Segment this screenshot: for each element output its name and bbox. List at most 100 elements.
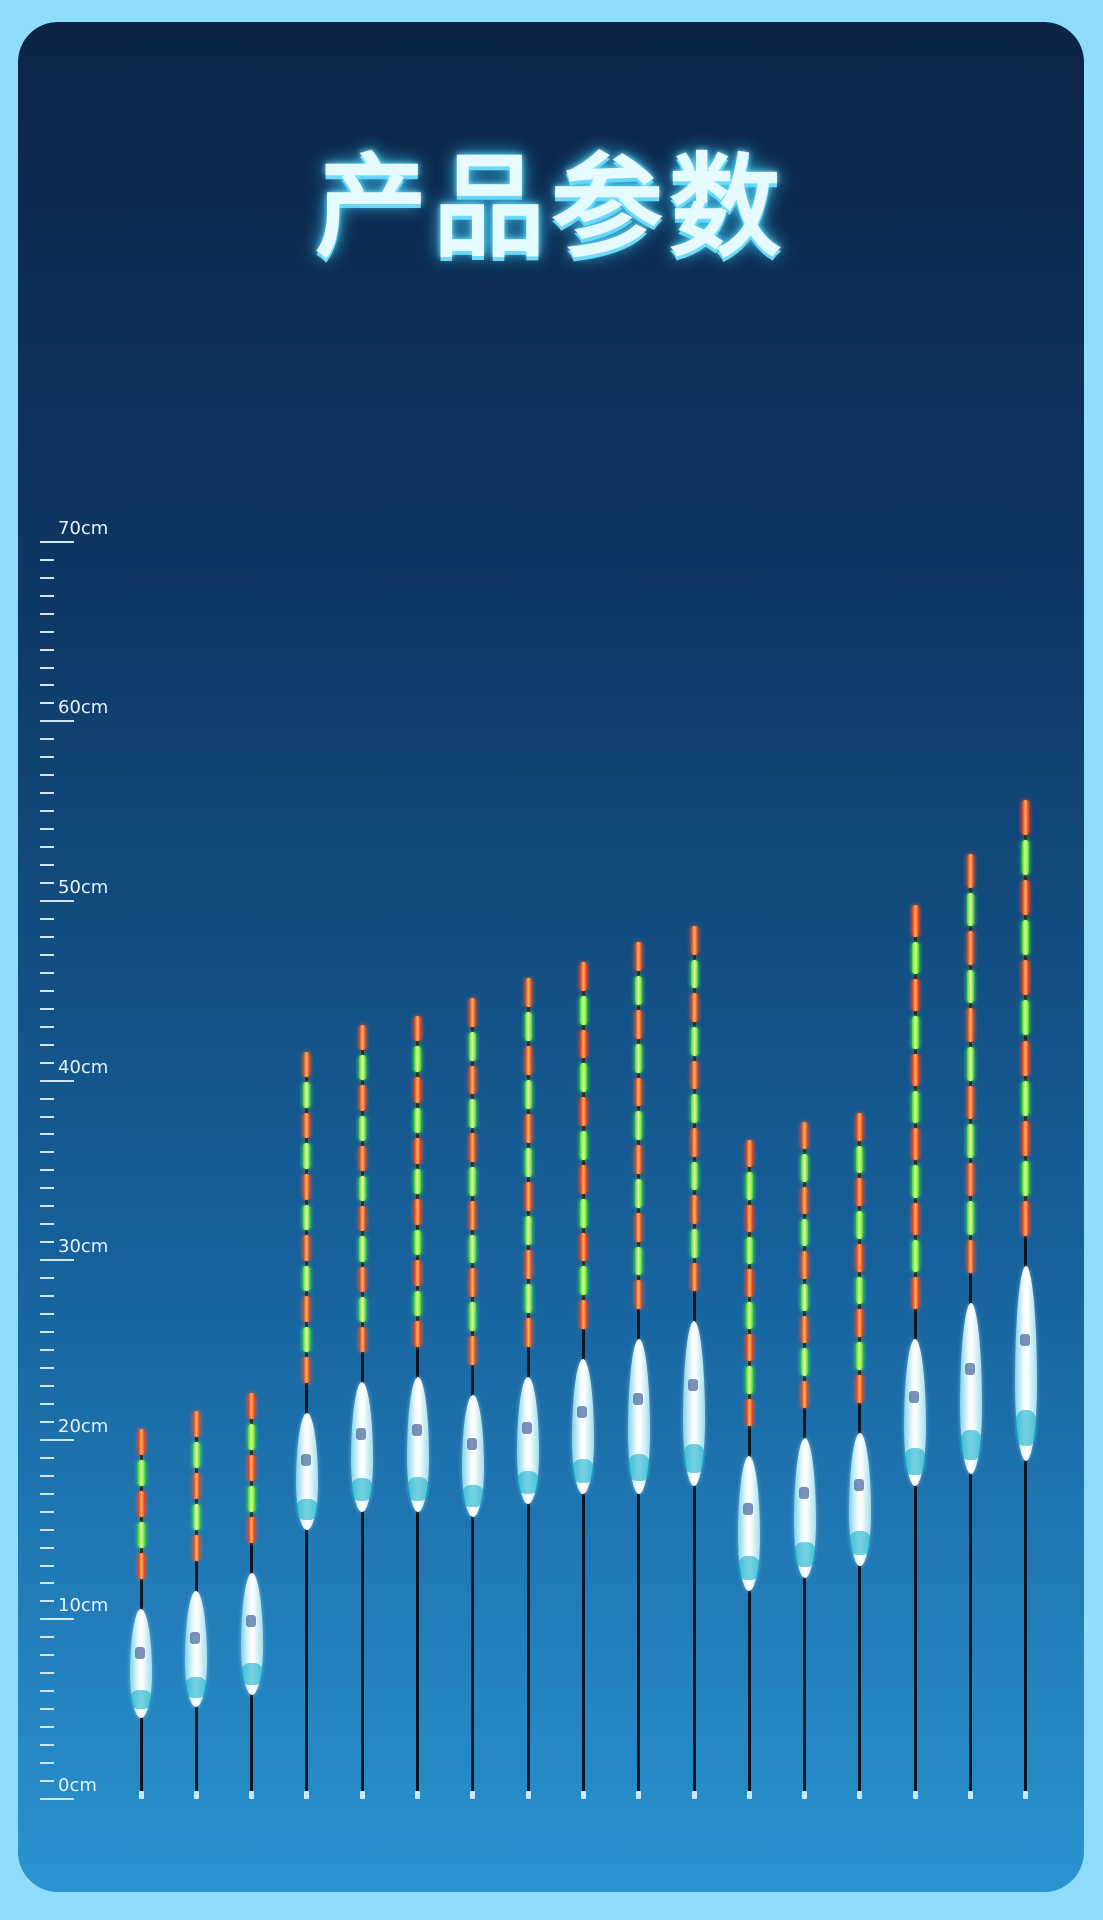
float-base-pin (193, 1791, 199, 1799)
ruler-minor-tick (40, 1187, 54, 1190)
red-light-segment (469, 1336, 477, 1365)
green-light-segment (414, 1168, 421, 1195)
ruler-major-tick (40, 1438, 74, 1441)
green-light-segment (1022, 920, 1030, 956)
ruler-minor-tick (40, 576, 54, 579)
ruler-major-tick (40, 1079, 74, 1082)
ruler-minor-tick (40, 882, 54, 885)
brand-logo-icon (853, 1479, 864, 1492)
brand-logo-icon (688, 1379, 698, 1392)
ruler-label: 10cm (58, 1595, 109, 1617)
red-light-segment (801, 1251, 809, 1279)
float-body-band (793, 1541, 816, 1567)
ruler-minor-tick (40, 666, 54, 669)
green-light-segment (524, 1080, 532, 1110)
red-light-segment (911, 1276, 919, 1310)
red-light-segment (967, 854, 974, 888)
ruler-major-tick (40, 1259, 74, 1262)
red-light-segment (303, 1051, 311, 1078)
red-light-segment (414, 1138, 421, 1164)
ruler-minor-tick (40, 1690, 54, 1693)
ruler-minor-tick (40, 774, 54, 777)
ruler-label: 70cm (58, 517, 109, 539)
red-light-segment (911, 1202, 919, 1235)
red-light-segment (967, 1085, 974, 1120)
red-light-segment (524, 1250, 532, 1279)
brand-logo-icon (743, 1503, 754, 1516)
float-body-band (295, 1499, 318, 1521)
green-light-segment (248, 1485, 256, 1512)
ruler-minor-tick (40, 1600, 54, 1603)
green-light-segment (414, 1107, 421, 1134)
green-light-segment (801, 1348, 809, 1376)
ruler-minor-tick (40, 792, 54, 795)
float-body-band (683, 1443, 705, 1474)
float-base-pin (525, 1791, 531, 1799)
float-body-band (240, 1663, 263, 1686)
red-light-segment (469, 997, 477, 1027)
green-light-segment (635, 1111, 643, 1141)
red-light-segment (690, 1195, 698, 1224)
ruler-minor-tick (40, 1546, 54, 1549)
red-light-segment (1022, 800, 1030, 836)
float-base-pin (415, 1791, 420, 1799)
ruler-minor-tick (40, 612, 54, 615)
red-light-segment (579, 1164, 587, 1194)
ruler-minor-tick (40, 702, 54, 705)
red-light-segment (635, 1212, 643, 1242)
green-light-segment (967, 1124, 974, 1158)
green-light-segment (579, 1266, 587, 1296)
ruler-minor-tick (40, 864, 54, 867)
ruler-minor-tick (40, 935, 54, 938)
brand-logo-icon (798, 1487, 809, 1500)
green-light-segment (579, 1063, 587, 1093)
ruler-minor-tick (40, 971, 54, 974)
red-light-segment (303, 1174, 311, 1200)
float-base-pin (359, 1791, 365, 1799)
red-light-segment (911, 1128, 919, 1161)
ruler-label: 0cm (58, 1775, 97, 1796)
brand-logo-icon (300, 1453, 311, 1466)
ruler-minor-tick (40, 1025, 54, 1028)
green-light-segment (911, 1239, 919, 1272)
red-light-segment (248, 1516, 256, 1543)
ruler-minor-tick (40, 1349, 54, 1351)
green-light-segment (469, 1302, 477, 1332)
brand-logo-icon (466, 1437, 477, 1450)
green-light-segment (524, 1012, 532, 1042)
ruler-minor-tick (40, 953, 54, 956)
ruler-minor-tick (40, 1726, 54, 1729)
float-base-pin (138, 1791, 144, 1799)
red-light-segment (801, 1315, 809, 1344)
ruler-minor-tick (40, 1061, 54, 1064)
green-light-segment (137, 1521, 145, 1548)
green-light-segment (911, 1016, 919, 1049)
red-light-segment (358, 1266, 366, 1292)
green-light-segment (745, 1366, 753, 1394)
green-light-segment (801, 1218, 809, 1247)
green-light-segment (192, 1441, 200, 1468)
green-light-segment (1022, 1160, 1030, 1196)
green-light-segment (911, 1165, 919, 1198)
red-light-segment (248, 1393, 256, 1419)
float-body (904, 1339, 927, 1487)
red-light-segment (358, 1024, 366, 1051)
red-light-segment (635, 1077, 643, 1107)
ruler-minor-tick (40, 558, 54, 561)
green-light-segment (303, 1265, 311, 1292)
ruler-minor-tick (40, 1366, 54, 1369)
red-light-segment (579, 1232, 587, 1262)
green-light-segment (358, 1296, 366, 1323)
red-light-segment (690, 1060, 698, 1090)
green-light-segment (469, 1031, 477, 1061)
green-light-segment (801, 1283, 809, 1311)
green-light-segment (745, 1236, 753, 1265)
float-body-band (130, 1689, 152, 1710)
brand-logo-icon (135, 1646, 145, 1659)
ruler-major-tick (40, 720, 74, 723)
ruler-minor-tick (40, 1564, 54, 1567)
red-light-segment (303, 1112, 311, 1139)
green-light-segment (579, 1131, 587, 1160)
ruler-minor-tick (40, 1672, 54, 1675)
ruler-minor-tick (40, 1456, 54, 1459)
